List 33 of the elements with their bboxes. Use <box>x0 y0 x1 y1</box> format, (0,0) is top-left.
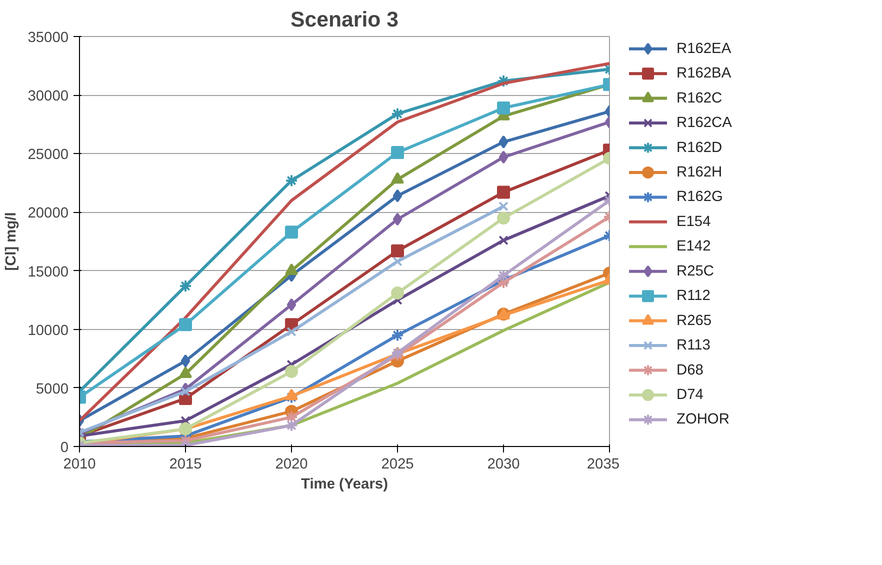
legend-label: R162CA <box>676 115 732 132</box>
legend-label: E142 <box>676 238 711 255</box>
legend-label: R162C <box>676 90 723 106</box>
legend-label: R162G <box>676 189 723 206</box>
legend-label: R162EA <box>676 40 732 57</box>
y-tick-label: 35000 <box>28 30 69 46</box>
y-tick-label: 20000 <box>28 206 69 222</box>
legend-label: E154 <box>676 214 711 230</box>
y-tick-label: 10000 <box>28 322 69 339</box>
x-tick-label: 2010 <box>63 456 96 472</box>
legend-label: R113 <box>676 338 710 354</box>
x-axis-title: Time (Years) <box>301 476 388 492</box>
legend-label: R162D <box>676 140 722 156</box>
legend-label: R162BA <box>676 66 732 82</box>
y-tick-label: 25000 <box>28 147 69 164</box>
x-tick-label: 2030 <box>487 456 520 472</box>
y-tick-label: 15000 <box>28 264 69 280</box>
y-tick-label: 5000 <box>36 381 69 398</box>
y-tick-label: 30000 <box>28 88 69 105</box>
x-tick-label: 2020 <box>275 456 308 472</box>
chart-title: Scenario 3 <box>290 8 399 32</box>
y-axis-title: [Cl] mg/l <box>4 212 20 271</box>
legend-label: R162H <box>676 164 722 180</box>
x-tick-label: 2035 <box>586 456 620 472</box>
legend-label: D74 <box>676 386 704 403</box>
x-tick-label: 2025 <box>381 456 414 472</box>
x-tick-label: 2015 <box>169 456 202 472</box>
y-tick-label: 0 <box>60 440 69 456</box>
legend-label: R265 <box>676 312 712 329</box>
legend-label: ZOHOR <box>676 412 730 428</box>
legend-label: R25C <box>676 263 714 280</box>
legend-label: R112 <box>676 288 710 304</box>
legend-label: D68 <box>676 362 704 378</box>
